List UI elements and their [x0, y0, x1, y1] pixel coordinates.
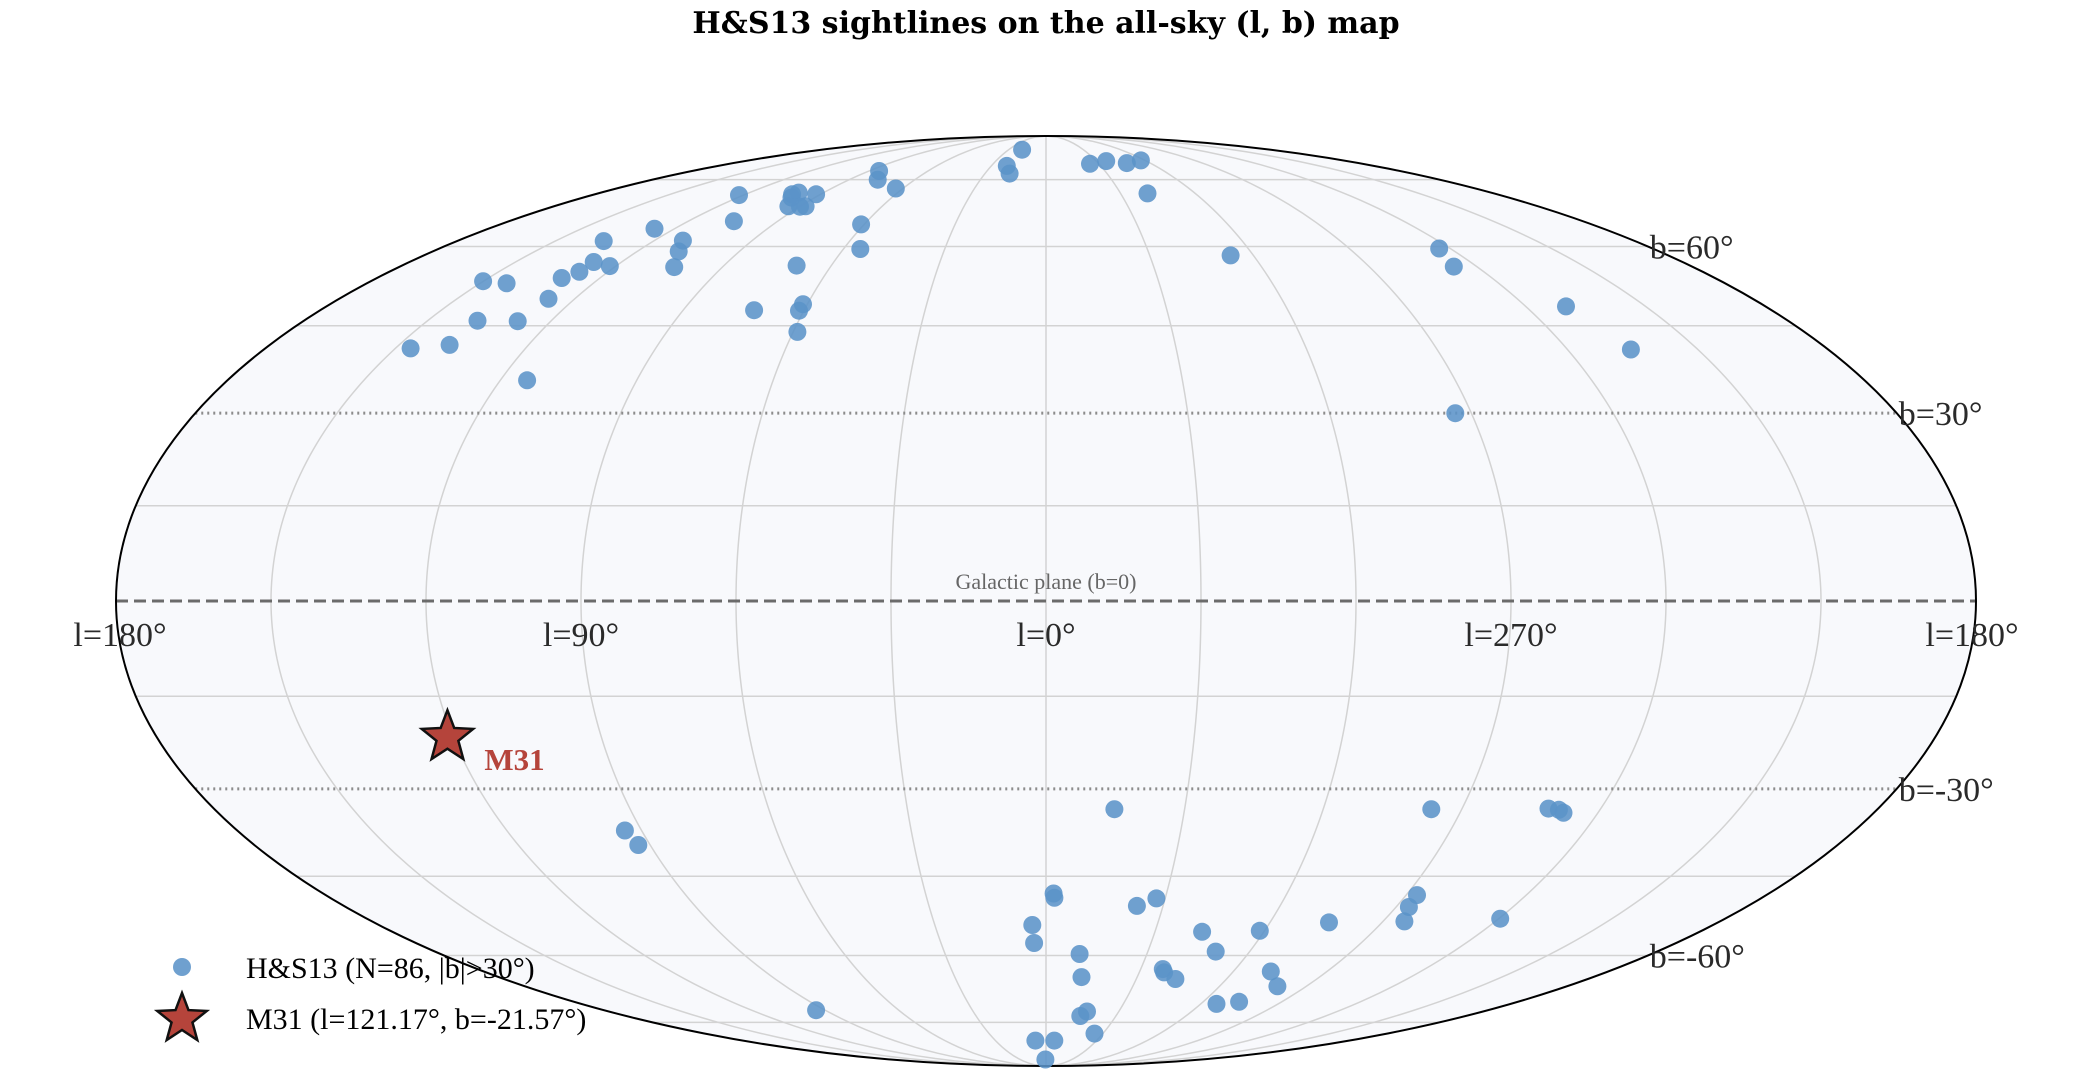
sightline-point — [1025, 934, 1044, 952]
sightline-point — [788, 322, 807, 341]
sightline-point — [1430, 239, 1449, 258]
sightline-point — [1399, 898, 1418, 916]
sightline-point — [615, 821, 634, 840]
legend-label-m31: M31 (l=121.17°, b=-21.57°) — [246, 1003, 586, 1036]
sightline-point — [552, 269, 571, 287]
sightline-point — [1036, 1050, 1055, 1069]
legend-marker-sightlines — [173, 958, 191, 976]
sightline-point — [1045, 1031, 1064, 1050]
sightline-point — [1221, 246, 1240, 265]
y-tick-label: b=60° — [1650, 230, 1734, 267]
m31-label: M31 — [484, 742, 544, 777]
reference-lines — [116, 411, 1976, 791]
sightline-point — [1250, 921, 1269, 940]
sightline-point — [1147, 889, 1166, 908]
sightline-point — [1193, 922, 1212, 941]
sightline-point — [1395, 912, 1414, 931]
sightline-point — [1026, 1031, 1045, 1050]
sightline-point — [1491, 909, 1510, 928]
sightline-point — [1127, 896, 1146, 915]
sightline-point — [745, 301, 764, 320]
sightline-point — [673, 231, 692, 250]
sightline-point — [724, 212, 743, 231]
sightline-point — [1207, 994, 1226, 1013]
sightline-point — [1070, 945, 1089, 963]
sightline-point — [1557, 297, 1575, 316]
sightline-point — [1261, 962, 1280, 981]
legend: H&S13 (N=86, |b|>30°) M31 (l=121.17°, b=… — [153, 952, 586, 1043]
sightline-point — [600, 257, 619, 276]
sightline-point — [807, 185, 826, 204]
map-frame — [114, 135, 1978, 1067]
sightline-point — [1131, 151, 1150, 170]
x-tick-label: l=0° — [1016, 617, 1075, 654]
m31-star-marker — [418, 706, 477, 762]
x-tick-label: l=90° — [543, 617, 619, 654]
sightline-point — [1446, 404, 1465, 423]
sightline-point — [1045, 888, 1064, 907]
sightline-point — [401, 339, 420, 358]
sightline-point — [1206, 942, 1225, 961]
y-tick-label: b=-30° — [1899, 772, 1994, 809]
sightline-point — [1097, 152, 1116, 171]
sightline-points — [401, 140, 1640, 1069]
sightline-point — [594, 232, 613, 251]
sightline-point — [1554, 803, 1573, 822]
sightline-point — [1085, 1024, 1104, 1043]
sightline-point — [645, 219, 664, 238]
sightline-point — [1105, 800, 1124, 819]
sightline-point — [1422, 800, 1441, 819]
sightline-point — [539, 289, 558, 308]
sightline-point — [852, 215, 871, 234]
sightline-point — [518, 371, 537, 390]
sightline-point — [1023, 916, 1042, 934]
sightline-point — [1000, 164, 1019, 183]
sightline-point — [1138, 184, 1157, 203]
sightline-point — [584, 253, 603, 271]
m31-marker-group: M31 — [418, 706, 545, 777]
legend-marker-m31 — [153, 989, 211, 1043]
sightline-point — [497, 274, 516, 293]
sightline-point — [807, 1001, 826, 1020]
legend-label-sightlines: H&S13 (N=86, |b|>30°) — [246, 952, 535, 985]
tick-labels: l=180° l=90° l=0° l=270° l=180° b=60° b=30° b=-… — [73, 230, 2018, 976]
y-tick-label: b=30° — [1899, 396, 1983, 433]
sightline-point — [570, 262, 589, 281]
sightline-point — [787, 256, 806, 275]
sightline-point — [1013, 140, 1032, 159]
sightline-point — [796, 197, 815, 216]
sightline-point — [1230, 992, 1249, 1011]
sightline-point — [1117, 154, 1136, 173]
y-tick-label: b=-60° — [1650, 939, 1745, 976]
sightline-point — [886, 179, 905, 198]
galactic-plane-label: Galactic plane (b=0) — [956, 569, 1137, 594]
sightline-point — [440, 335, 459, 354]
chart-title: H&S13 sightlines on the all-sky (l, b) m… — [692, 6, 1399, 41]
sightline-point — [1444, 257, 1463, 276]
sightline-point — [468, 311, 487, 330]
sightline-point — [794, 295, 812, 314]
sightline-point — [474, 272, 493, 291]
x-tick-label: l=180° — [73, 617, 166, 654]
sightline-point — [1072, 968, 1091, 987]
sightline-point — [730, 186, 748, 205]
sightline-point — [1166, 970, 1185, 988]
sightline-point — [851, 240, 870, 258]
x-tick-label: l=180° — [1925, 617, 2018, 654]
sightline-point — [508, 312, 527, 331]
x-tick-label: l=270° — [1464, 617, 1557, 654]
sightline-point — [1081, 154, 1099, 173]
sightline-point — [665, 258, 684, 277]
sightline-point — [1320, 913, 1338, 932]
sightline-point — [1268, 977, 1287, 996]
sightline-point — [868, 170, 887, 189]
sightline-point — [1621, 340, 1640, 359]
sightline-point — [1078, 1002, 1096, 1021]
sightline-point — [629, 836, 648, 854]
